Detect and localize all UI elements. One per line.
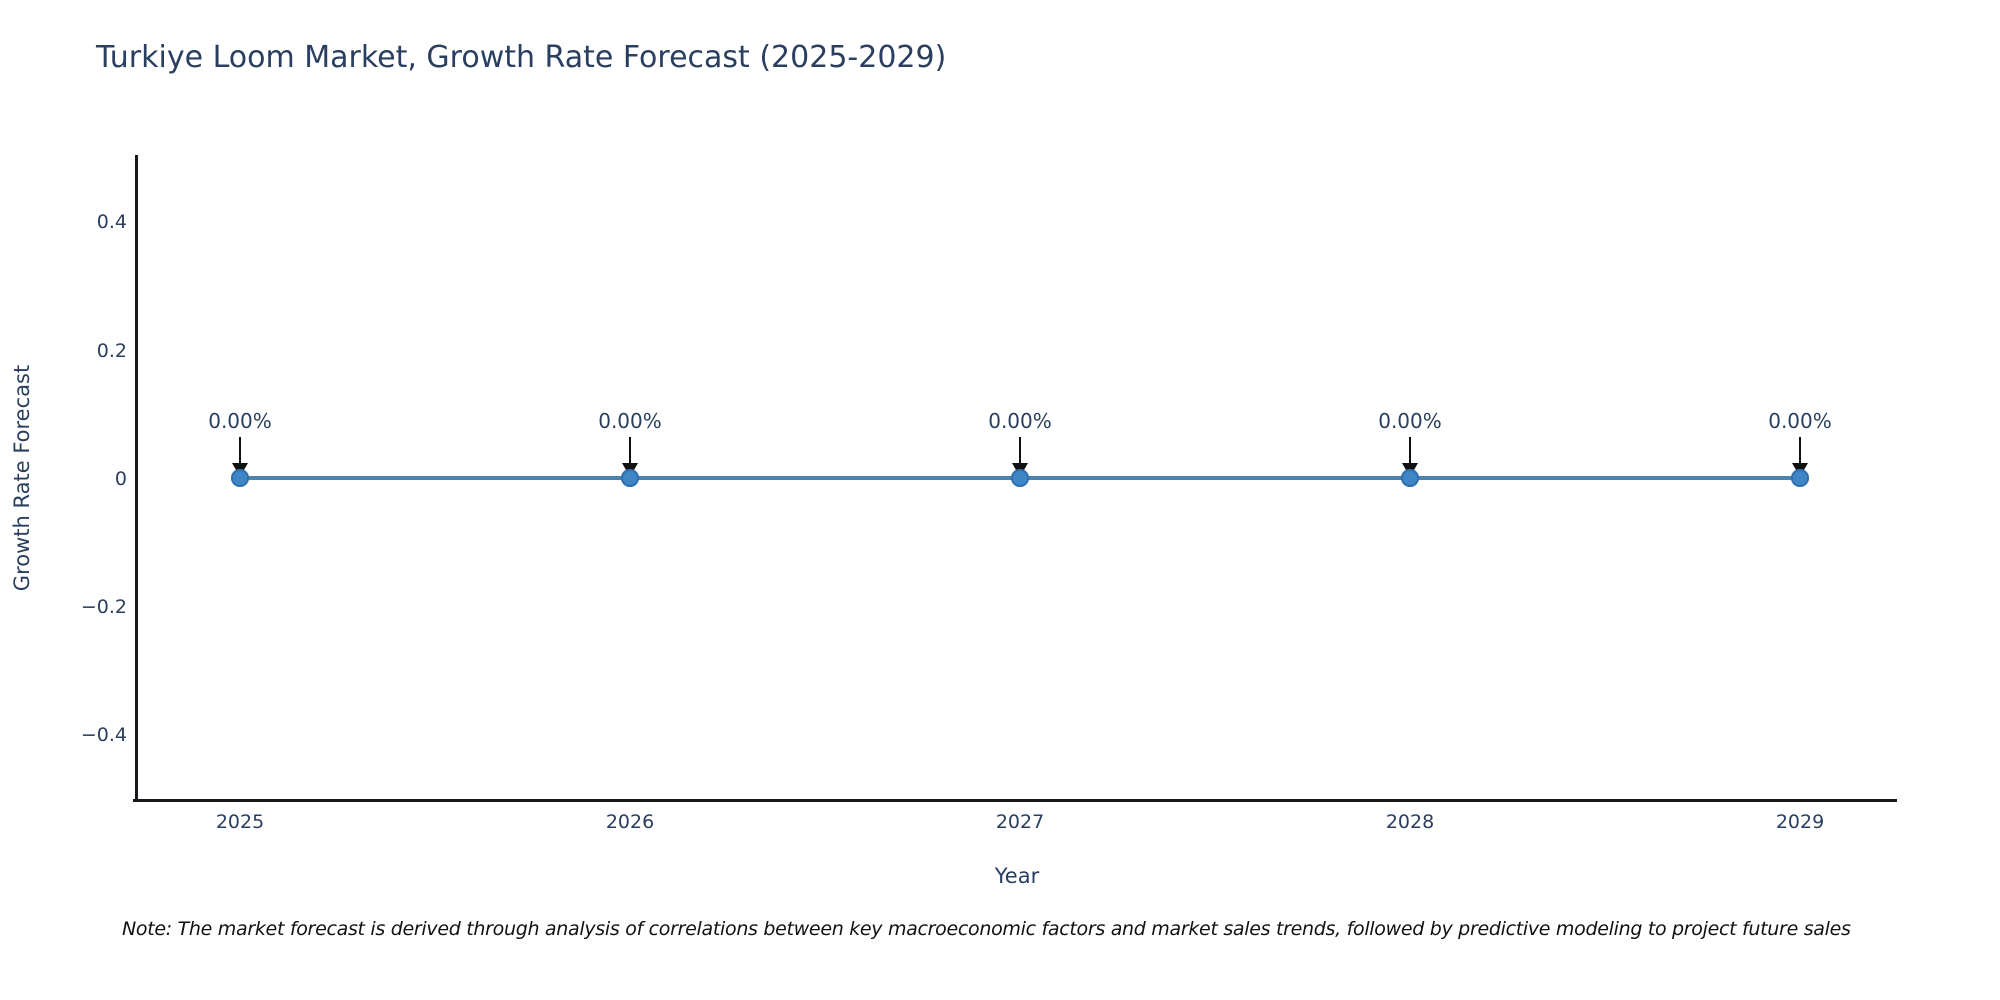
footnote: Note: The market forecast is derived thr…	[122, 918, 1851, 940]
x-tick-label: 2025	[215, 811, 265, 833]
y-tick-label: 0.2	[96, 340, 127, 362]
data-point-marker	[1791, 469, 1809, 487]
annotation-arrow-stem	[629, 437, 631, 463]
y-tick-label: −0.2	[80, 596, 127, 618]
data-point-label: 0.00%	[1768, 409, 1832, 433]
data-point-label: 0.00%	[598, 409, 662, 433]
y-axis-title: Growth Rate Forecast	[10, 364, 34, 592]
x-tick-label: 2027	[995, 811, 1045, 833]
annotation-arrow-stem	[239, 437, 241, 463]
y-axis-line	[135, 155, 138, 802]
y-tick-label: 0.4	[96, 211, 127, 233]
x-axis-title: Year	[994, 864, 1040, 888]
data-point-marker	[1011, 469, 1029, 487]
chart-title: Turkiye Loom Market, Growth Rate Forecas…	[96, 40, 947, 75]
x-tick-label: 2028	[1385, 811, 1435, 833]
data-point-label: 0.00%	[208, 409, 272, 433]
annotation-arrow-stem	[1019, 437, 1021, 463]
data-point-marker	[1401, 469, 1419, 487]
x-axis-line	[133, 799, 1897, 802]
x-tick-label: 2026	[605, 811, 655, 833]
annotation-arrow-stem	[1799, 437, 1801, 463]
data-point-marker	[621, 469, 639, 487]
data-point-label: 0.00%	[1378, 409, 1442, 433]
y-tick-label: −0.4	[80, 724, 127, 746]
annotation-arrow-stem	[1409, 437, 1411, 463]
y-tick-label: 0	[114, 468, 127, 490]
x-tick-label: 2029	[1775, 811, 1825, 833]
data-point-marker	[231, 469, 249, 487]
data-point-label: 0.00%	[988, 409, 1052, 433]
